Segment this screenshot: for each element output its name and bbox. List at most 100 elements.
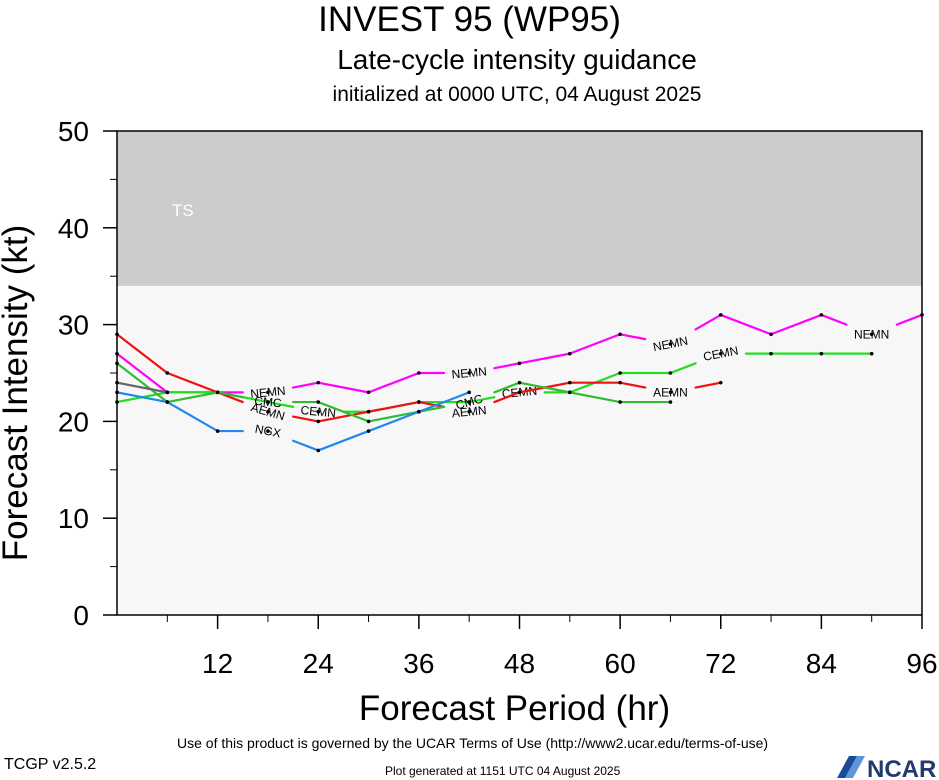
version-label: TCGP v2.5.2 xyxy=(4,756,97,773)
data-point xyxy=(769,332,773,337)
data-point xyxy=(718,380,723,385)
data-point xyxy=(366,409,371,414)
y-axis: 0 10 20 30 40 50 xyxy=(58,116,117,631)
x-tick-label: 72 xyxy=(705,648,736,679)
data-point xyxy=(417,371,421,375)
data-point xyxy=(668,400,673,404)
data-point xyxy=(165,390,170,395)
series-segment xyxy=(493,362,521,370)
chart-subtitle: Late-cycle intensity guidance xyxy=(337,44,697,75)
series-segment xyxy=(367,400,420,413)
x-axis: 12 24 36 48 60 72 84 96 xyxy=(202,615,938,679)
x-tick-label: 36 xyxy=(403,648,434,679)
data-point xyxy=(165,371,170,375)
data-point xyxy=(417,400,421,404)
data-point xyxy=(668,390,673,395)
data-point xyxy=(517,390,522,395)
y-tick-label: 10 xyxy=(58,503,89,534)
series-cmc: CMC CMC xyxy=(115,361,673,424)
series-inline-label: NEMN xyxy=(652,334,689,354)
data-point xyxy=(568,351,572,356)
series-segment xyxy=(518,381,571,394)
series-inline-label: CEMN xyxy=(702,343,739,363)
generated-time: Plot generated at 1151 UTC 04 August 202… xyxy=(385,764,621,778)
series-segment xyxy=(166,391,219,404)
series-segment xyxy=(619,381,647,389)
terms-notice: Use of this product is governed by the U… xyxy=(177,735,769,751)
series-inline-label: AEMN xyxy=(451,403,487,420)
series-segment xyxy=(468,396,496,404)
series-segment xyxy=(216,391,244,399)
series-segment xyxy=(619,333,647,341)
data-point xyxy=(266,390,270,395)
data-point xyxy=(316,409,321,414)
data-point xyxy=(718,313,723,317)
data-point xyxy=(568,390,572,395)
data-point xyxy=(316,380,321,385)
series-segment xyxy=(166,371,219,394)
y-tick-label: 50 xyxy=(58,116,89,147)
series-segment xyxy=(493,391,521,404)
series-segment xyxy=(568,333,622,355)
data-point xyxy=(366,429,371,433)
data-point xyxy=(618,332,622,337)
data-point xyxy=(266,429,270,433)
data-point xyxy=(819,313,824,317)
x-tick-label: 48 xyxy=(504,648,535,679)
series-inline-label: NEMN xyxy=(250,384,287,401)
series-segment xyxy=(694,313,722,331)
data-point xyxy=(366,419,371,424)
data-point xyxy=(467,409,471,414)
data-point xyxy=(869,332,874,337)
ncar-logo-mark xyxy=(837,756,865,778)
series-inline-label: CMC xyxy=(254,394,283,411)
series-inline-label: AEMN xyxy=(653,385,688,399)
series-segment xyxy=(493,381,521,394)
data-point xyxy=(668,371,673,375)
data-point xyxy=(366,390,371,395)
x-tick-label: 60 xyxy=(605,648,636,679)
series-segment xyxy=(317,410,370,423)
data-point xyxy=(266,400,270,404)
series-segment xyxy=(115,381,169,394)
series-inline-label: NEMN xyxy=(451,364,488,381)
ts-band-label: TS xyxy=(172,201,194,220)
series-segment xyxy=(115,362,169,404)
series-segment xyxy=(719,313,773,336)
series-segment xyxy=(669,362,697,375)
series-segment xyxy=(417,391,471,413)
data-point xyxy=(467,400,471,404)
series-ngx: NGX xyxy=(115,390,471,453)
chart-title: INVEST 95 (WP95) xyxy=(318,0,621,39)
series-segment xyxy=(291,415,320,423)
data-point xyxy=(618,371,622,375)
data-point xyxy=(266,409,270,414)
series-segment xyxy=(266,400,295,408)
data-point xyxy=(467,390,471,395)
y-tick-label: 30 xyxy=(58,310,89,341)
series-segment xyxy=(367,410,420,433)
init-time: initialized at 0000 UTC, 04 August 2025 xyxy=(332,83,702,106)
data-point xyxy=(618,400,622,404)
series-segment xyxy=(115,391,169,404)
series-segment xyxy=(367,371,420,394)
data-point xyxy=(417,409,421,414)
y-tick-label: 0 xyxy=(73,600,89,631)
x-tick-label: 12 xyxy=(202,648,233,679)
data-point xyxy=(165,400,170,404)
data-point xyxy=(718,351,723,356)
series-segment xyxy=(115,333,169,375)
data-point xyxy=(869,351,874,356)
series-segment xyxy=(317,381,370,394)
series-unlabeled xyxy=(115,380,170,395)
data-point xyxy=(517,361,522,366)
series-inline-label: CEMN xyxy=(300,403,337,420)
data-point xyxy=(819,351,824,356)
series-inline-label: NEMN xyxy=(854,327,889,341)
y-tick-label: 40 xyxy=(58,213,89,244)
ncar-logo-text: NCAR xyxy=(867,756,936,780)
data-point xyxy=(316,400,321,404)
ncar-logo: NCAR xyxy=(837,756,936,780)
